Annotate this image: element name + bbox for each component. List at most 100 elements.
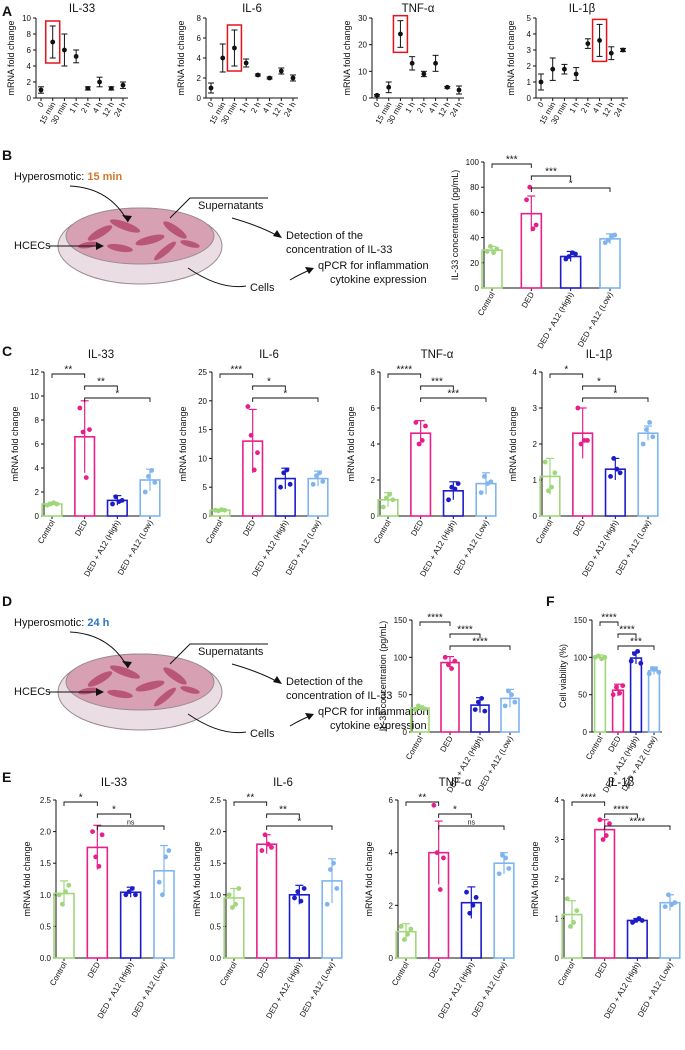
data-point (62, 47, 67, 53)
significance-bracket (604, 825, 671, 830)
significance-label: * (297, 817, 301, 828)
y-tick-label: 1.0 (40, 891, 52, 900)
y-tick-label: 2 (555, 875, 560, 884)
y-tick-label: 6 (27, 46, 32, 55)
data-point (640, 441, 646, 447)
data-point (298, 898, 304, 904)
data-point (672, 900, 678, 906)
y-tick-label: 4 (527, 30, 532, 39)
data-point (284, 467, 290, 473)
x-tick-label: DED (520, 290, 536, 309)
data-point (110, 501, 115, 507)
y-tick-label: 2 (527, 62, 532, 71)
data-point (500, 852, 505, 858)
supernatants-label: Supernatants (198, 200, 264, 212)
significance-bracket (571, 801, 606, 806)
data-point (564, 896, 570, 902)
significance-label: **** (601, 613, 617, 624)
highlight-box (392, 14, 409, 54)
y-tick-label: 2 (389, 901, 394, 910)
data-point (73, 54, 79, 59)
data-point (506, 688, 511, 694)
y-tick-label: 3 (533, 404, 538, 413)
data-point (612, 232, 618, 238)
data-point (602, 654, 608, 660)
data-point (421, 71, 427, 77)
data-point (278, 484, 283, 490)
bar (493, 862, 515, 959)
significance-label: * (283, 389, 287, 400)
y-tick-label: 10 (358, 67, 367, 76)
significance-bracket (617, 633, 637, 638)
significance-bracket (438, 813, 472, 818)
y-tick-label: 3 (555, 836, 560, 845)
data-point (328, 867, 333, 872)
significance-bracket (449, 633, 481, 638)
panel-letter-e: E (2, 769, 11, 785)
significance-bracket (219, 373, 254, 378)
data-point (142, 489, 148, 495)
data-point (488, 479, 494, 485)
data-point (628, 658, 634, 664)
data-point (87, 427, 92, 432)
y-tick-label: 0 (363, 94, 368, 103)
bar (481, 249, 503, 289)
y-tick-label: 1 (533, 476, 538, 485)
chart-title: IL-6 (259, 349, 279, 361)
data-point (464, 889, 469, 895)
y-tick-label: 6 (35, 440, 40, 449)
data-point (596, 653, 601, 659)
panel-letter-c: C (2, 343, 12, 359)
data-point (635, 648, 640, 654)
y-tick-label: 80 (470, 183, 479, 192)
y-tick-label: 4 (27, 62, 32, 71)
significance-bracket (266, 813, 300, 818)
data-point (334, 886, 340, 891)
x-tick-label: 24 h (448, 101, 464, 119)
data-point (488, 244, 493, 249)
x-tick-label: DED + A12 (High) (250, 518, 290, 578)
y-tick-label: 20 (358, 41, 367, 50)
data-point (530, 226, 536, 232)
data-point (546, 488, 551, 494)
x-tick-label: DED + A12 (High) (82, 518, 122, 578)
data-point (608, 50, 614, 56)
data-point (129, 886, 135, 891)
hcecs-label: HCECs (14, 240, 51, 252)
data-point (573, 71, 579, 77)
x-tick-label: 1 h (238, 101, 251, 115)
y-axis-label: mRNA fold change (506, 20, 516, 95)
significance-bracket (405, 801, 440, 806)
chart-e-11: 0.0 0.5 1.0 1.5 2.0 2.5 mRNA fold change IL-33 C… (22, 777, 175, 1020)
significance-label: ** (279, 805, 287, 816)
y-tick-label: 150 (574, 616, 588, 625)
bar (119, 891, 142, 959)
y-tick-label: 100 (394, 653, 408, 662)
data-point (650, 434, 656, 440)
data-point (639, 918, 645, 923)
y-tick-label: 2 (371, 476, 376, 485)
dish-medium (65, 207, 215, 265)
data-point (83, 475, 89, 480)
data-point (503, 855, 508, 861)
data-point (600, 837, 606, 842)
data-point (166, 848, 172, 853)
data-point (97, 79, 102, 85)
data-point (449, 666, 454, 671)
y-tick-label: 4 (389, 849, 394, 858)
data-point (133, 892, 138, 898)
cells-illustration (78, 665, 200, 707)
chart-title: TNF-α (421, 349, 454, 361)
data-point (390, 497, 396, 503)
y-tick-label: 10 (198, 454, 207, 463)
y-axis-label: IL-33 concentration (pg/mL) (450, 170, 460, 281)
x-tick-label: DED + A12 (High) (536, 290, 576, 350)
data-point (484, 249, 490, 254)
bar (599, 238, 621, 289)
data-point (512, 699, 518, 705)
x-tick-label: 0 (372, 100, 382, 109)
data-point (99, 832, 105, 838)
